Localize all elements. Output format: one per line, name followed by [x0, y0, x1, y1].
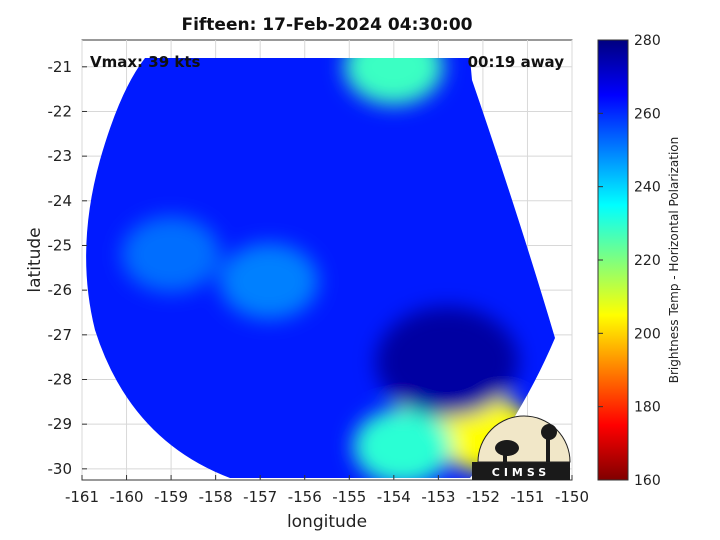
x-tick-label: -151 — [510, 488, 544, 506]
x-axis-label: longitude — [287, 512, 367, 532]
x-tick-label: -150 — [555, 488, 589, 506]
heatmap-cell — [344, 58, 444, 105]
cimss-logo: CIMSS — [472, 415, 571, 480]
colorbar-ticks: 280 260 240 220 200 180 160 — [598, 33, 661, 489]
y-tick-label: -25 — [48, 236, 73, 254]
x-tick-label: -154 — [377, 488, 411, 506]
x-tick-label: -153 — [421, 488, 455, 506]
cimss-logo-text: CIMSS — [492, 466, 550, 479]
y-tick-label: -24 — [48, 192, 73, 210]
x-axis: -161 -160 -159 -158 -157 -156 -155 -154 -153 -152… — [65, 475, 589, 506]
x-tick-label: -160 — [110, 488, 144, 506]
colorbar-tick-label: 200 — [634, 326, 661, 342]
y-tick-label: -29 — [48, 415, 73, 433]
colorbar-label: Brightness Temp - Horizontal Polarizatio… — [667, 137, 681, 384]
colorbar-tick-label: 240 — [634, 180, 661, 196]
x-tick-label: -159 — [154, 488, 188, 506]
x-tick-label: -156 — [288, 488, 322, 506]
colorbar-tick-label: 160 — [634, 473, 661, 489]
y-tick-label: -23 — [48, 147, 73, 165]
x-tick-label: -161 — [65, 488, 99, 506]
heatmap-features — [121, 58, 533, 478]
colorbar-tick-label: 220 — [634, 253, 661, 269]
y-tick-label: -22 — [48, 102, 73, 120]
y-tick-label: -26 — [48, 281, 73, 299]
x-tick-label: -158 — [199, 488, 233, 506]
heatmap-cell — [375, 306, 519, 417]
x-tick-label: -152 — [466, 488, 500, 506]
heatmap-cell — [121, 216, 221, 293]
colorbar-tick-label: 180 — [634, 400, 661, 416]
colorbar-tick-label: 260 — [634, 106, 661, 122]
heatmap-cell — [353, 408, 453, 478]
y-tick-label: -28 — [48, 370, 73, 388]
y-axis: -21 -22 -23 -24 -25 -26 -27 -28 -29 -30 — [48, 58, 87, 478]
time-away-annotation: 00:19 away — [468, 53, 565, 71]
chart-title: Fifteen: 17-Feb-2024 04:30:00 — [181, 15, 472, 35]
heatmap-swath — [86, 58, 555, 478]
x-tick-label: -155 — [332, 488, 366, 506]
colorbar-tick-label: 280 — [634, 33, 661, 49]
y-axis-label: latitude — [25, 227, 45, 292]
y-tick-label: -21 — [48, 58, 73, 76]
y-tick-label: -30 — [48, 460, 73, 478]
heatmap-cell — [219, 243, 319, 320]
y-tick-label: -27 — [48, 326, 73, 344]
x-tick-label: -157 — [243, 488, 277, 506]
vmax-annotation: Vmax: 39 kts — [90, 53, 200, 71]
